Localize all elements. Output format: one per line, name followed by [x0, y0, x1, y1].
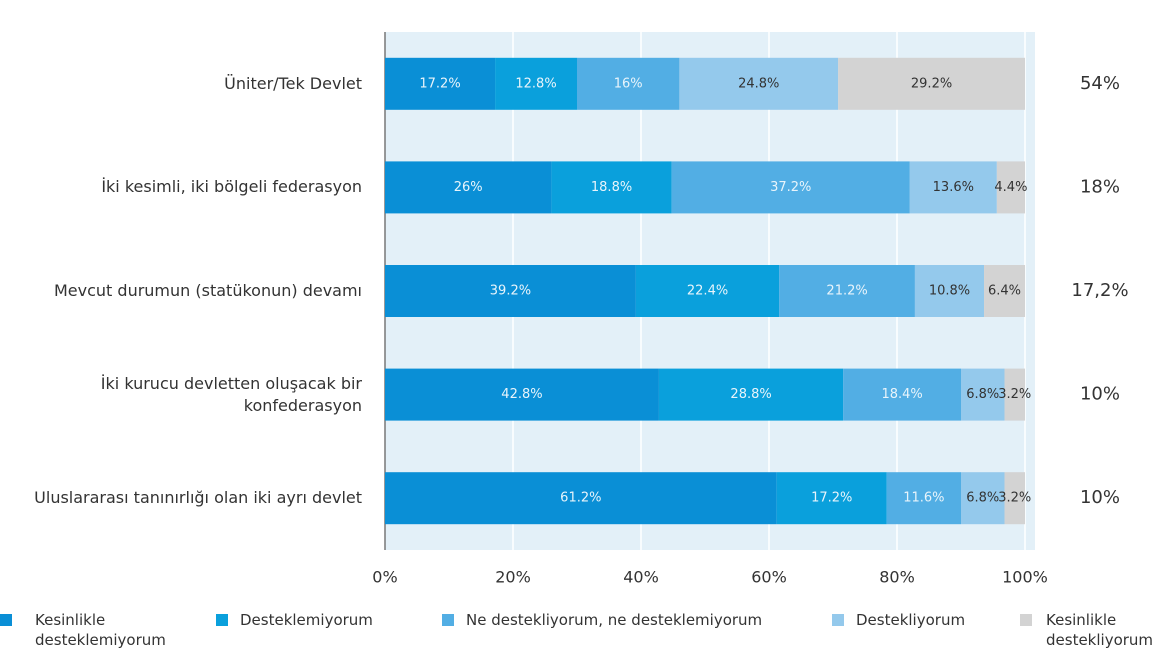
- data-label: 17.2%: [811, 491, 852, 506]
- bar-segment: [671, 161, 910, 214]
- legend-label: Kesinlikle desteklemiyorum: [35, 611, 166, 649]
- data-label: 6.4%: [988, 284, 1021, 299]
- x-tick-label: 80%: [879, 568, 915, 587]
- bar-segment: [385, 472, 777, 525]
- total-label: 54%: [1080, 73, 1120, 94]
- legend-swatch: [0, 614, 12, 626]
- bar-segment: [961, 368, 1005, 421]
- bar-segment: [996, 161, 1025, 214]
- data-label: 21.2%: [826, 284, 867, 299]
- category-label: Mevcut durumun (statükonun) devamı: [54, 281, 362, 300]
- data-label: 13.6%: [933, 180, 974, 195]
- data-label: 17.2%: [419, 76, 460, 91]
- data-label: 4.4%: [994, 180, 1027, 195]
- data-label: 29.2%: [911, 76, 952, 91]
- legend-swatch: [1020, 614, 1032, 626]
- legend-swatch: [216, 614, 228, 626]
- bar-segment: [886, 472, 961, 525]
- legend-label: Ne destekliyorum, ne desteklemiyorum: [466, 611, 763, 629]
- data-label: 3.2%: [998, 387, 1031, 402]
- legend-swatch: [442, 614, 454, 626]
- category-label: İki kesimli, iki bölgeli federasyon: [101, 177, 362, 197]
- bar-segment: [914, 265, 985, 317]
- bar-segment: [909, 161, 997, 214]
- total-label: 17,2%: [1071, 280, 1128, 301]
- data-label: 24.8%: [738, 76, 779, 91]
- category-label: Uluslararası tanınırlığı olan iki ayrı d…: [34, 488, 362, 508]
- legend-label: Desteklemiyorum: [240, 611, 373, 629]
- bar-segment: [385, 368, 659, 421]
- legend-label: Kesinlikle destekliyorum: [1046, 611, 1154, 649]
- data-label: 6.8%: [966, 491, 999, 506]
- bar-segment: [984, 265, 1025, 317]
- bar-segment: [838, 57, 1025, 110]
- data-label: 39.2%: [490, 284, 531, 299]
- data-label: 61.2%: [560, 491, 601, 506]
- bar-segment: [1004, 368, 1025, 421]
- data-label: 12.8%: [515, 76, 556, 91]
- bar-segment: [658, 368, 844, 421]
- data-label: 28.8%: [730, 387, 771, 402]
- data-label: 37.2%: [770, 180, 811, 195]
- bar-segment: [385, 161, 552, 214]
- bar-segment: [577, 57, 680, 110]
- data-label: 18.4%: [881, 387, 922, 402]
- bar-segment: [385, 57, 496, 110]
- data-label: 6.8%: [966, 387, 999, 402]
- bar-segment: [551, 161, 672, 214]
- data-label: 3.2%: [998, 491, 1031, 506]
- category-label: İki kurucu devletten oluşacak bir konfed…: [100, 373, 362, 415]
- x-tick-label: 100%: [1002, 568, 1048, 587]
- x-tick-label: 60%: [751, 568, 787, 587]
- data-label: 16%: [614, 76, 643, 91]
- total-label: 10%: [1080, 487, 1120, 508]
- x-tick-label: 0%: [372, 568, 397, 587]
- data-label: 10.8%: [929, 284, 970, 299]
- bar-segment: [843, 368, 961, 421]
- category-label: Üniter/Tek Devlet: [224, 73, 362, 93]
- bar-segment: [679, 57, 839, 110]
- x-tick-label: 20%: [495, 568, 531, 587]
- x-tick-label: 40%: [623, 568, 659, 587]
- data-label: 42.8%: [501, 387, 542, 402]
- data-label: 11.6%: [903, 491, 944, 506]
- bar-segment: [779, 265, 915, 317]
- data-label: 26%: [454, 180, 483, 195]
- total-label: 10%: [1080, 384, 1120, 405]
- bar-segment: [776, 472, 887, 525]
- bar-segment: [495, 57, 577, 110]
- data-label: 18.8%: [591, 180, 632, 195]
- legend-swatch: [832, 614, 844, 626]
- total-label: 18%: [1080, 176, 1120, 197]
- data-label: 22.4%: [687, 284, 728, 299]
- bar-segment: [961, 472, 1005, 525]
- bar-segment: [1004, 472, 1025, 525]
- bar-segment: [385, 265, 636, 317]
- bar-segment: [635, 265, 780, 317]
- legend-label: Destekliyorum: [856, 611, 966, 629]
